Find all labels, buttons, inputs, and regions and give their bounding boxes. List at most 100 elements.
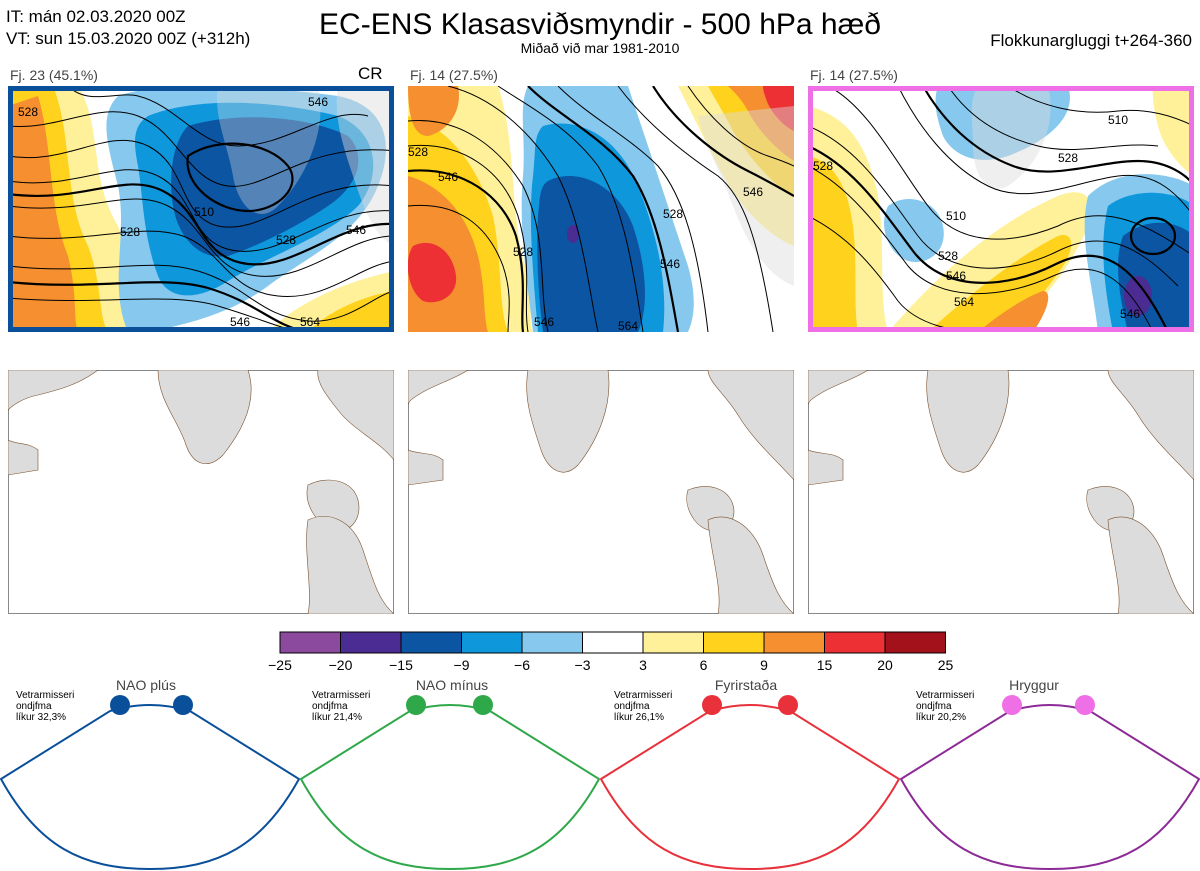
anomaly-red-west (408, 242, 457, 303)
regime-2-marker (473, 695, 493, 715)
colorbar-cell (703, 631, 765, 654)
regime-1-marker (110, 695, 130, 715)
colorbar-tick-label: −9 (454, 657, 470, 673)
regime-ridge: 505 535 560 Hryggur Vetrarmisseri ondjfm… (900, 677, 1200, 870)
regime-2-name: NAO mínus (416, 677, 488, 693)
contour-label: 564 (954, 295, 974, 309)
cluster-3-map: 510 528 510 528 546 564 528 546 (808, 86, 1194, 332)
classification-window: Flokkunargluggi t+264-360 (990, 31, 1192, 50)
contour-label: 528 (813, 159, 833, 173)
contour-label: 546 (743, 185, 763, 199)
cluster-1-map: 528 546 528 510 546 528 546 564 (8, 86, 394, 332)
contour-label: 510 (194, 205, 214, 219)
colorbar-tick-label: −3 (575, 657, 591, 673)
run-info: IT: mán 02.03.2020 00Z VT: sun 15.03.202… (6, 6, 250, 50)
regime-4-marker (1075, 695, 1095, 715)
page-title: EC-ENS Klasasviðsmyndir - 500 hPa hæð (319, 8, 881, 41)
anomaly-strong-positive-band (928, 235, 1072, 332)
colorbar-tick-label: 15 (817, 657, 833, 673)
contour-label: 528 (1058, 151, 1078, 165)
anomaly-orange-west (8, 96, 78, 332)
colorbar-tick-label: −6 (514, 657, 530, 673)
contour-label: 528 (408, 145, 428, 159)
contour-label: 546 (660, 257, 680, 271)
colorbar-cell (884, 631, 946, 654)
cluster-3-frame (808, 86, 1194, 332)
colorbar-cell (340, 631, 402, 654)
regime-3-marker (702, 695, 722, 715)
regime-4-prob: líkur 20,2% (916, 712, 966, 723)
regime-4-season: Vetrarmisseri (916, 690, 974, 701)
colorbar-cell (279, 631, 341, 654)
colorbar-cell (582, 631, 644, 654)
regime-3-kind: ondjfma (614, 701, 650, 712)
colorbar-tick-label: 3 (639, 657, 647, 673)
colorbar-cell (642, 631, 704, 654)
anomaly-orange-nw (408, 86, 459, 136)
contour-label: 528 (663, 207, 683, 221)
regime-2-kind: ondjfma (312, 701, 348, 712)
contour-label: 546 (534, 315, 554, 329)
contour-label: 546 (946, 269, 966, 283)
anomaly-strong-positive-west (808, 156, 858, 332)
colorbar-tick-label: 20 (877, 657, 893, 673)
regime-1-season: Vetrarmisseri (16, 690, 74, 701)
empty-map-1 (8, 370, 394, 614)
cluster-1-frame (8, 86, 394, 332)
anomaly-orange-band (978, 291, 1049, 332)
regime-2-prob: líkur 21,4% (312, 712, 362, 723)
initial-time: IT: mán 02.03.2020 00Z (6, 7, 186, 26)
regime-blocking: 520 550 560 Fyrirstaða Vetrarmisseri ond… (600, 677, 900, 870)
contour-label: 528 (938, 249, 958, 263)
contour-label: 564 (618, 319, 638, 332)
cluster-2-label: Fj. 14 (27.5%) (410, 67, 498, 83)
contour-label: 564 (300, 315, 320, 329)
cluster-3-label: Fj. 14 (27.5%) (810, 67, 898, 83)
colorbar-cell (824, 631, 886, 654)
regime-1-prob: líkur 32,3% (16, 712, 66, 723)
land-greenland (216, 86, 321, 215)
contour-label: 510 (946, 209, 966, 223)
regime-2-marker (406, 695, 426, 715)
contour-label: 528 (276, 233, 296, 247)
contour-label: 546 (346, 223, 366, 237)
regime-4-name: Hryggur (1009, 677, 1059, 693)
contour-label: 546 (1120, 307, 1140, 321)
anomaly-red-east (763, 86, 794, 131)
regime-nao-minus: 525 545 565 NAO mínus Vetrarmisseri ondj… (300, 677, 600, 870)
regime-nao-plus: 510 550 NAO plús Vetrarmisseri ondjfma l… (0, 677, 300, 870)
contour-label: 528 (120, 225, 140, 239)
colorbar-cell (521, 631, 583, 654)
colorbar-cell (461, 631, 523, 654)
colorbar: −25 −20 −15 −9 −6 −3 3 6 9 15 20 25 (268, 631, 953, 673)
regime-3-prob: líkur 26,1% (614, 712, 664, 723)
colorbar-cell (400, 631, 462, 654)
anomaly-positive-ne (1152, 86, 1194, 176)
cluster-2-map: 528 546 528 546 528 546 564 546 (408, 86, 794, 332)
colorbar-tick-label: 9 (760, 657, 768, 673)
regime-3-marker (778, 695, 798, 715)
contour-label: 546 (308, 95, 328, 109)
contour-label: 510 (1108, 113, 1128, 127)
page-subtitle: Miðað við mar 1981-2010 (520, 40, 680, 56)
contour-label: 528 (18, 105, 38, 119)
anomaly-core-negative (171, 117, 359, 257)
cluster-1-label: Fj. 23 (45.1%) (10, 67, 98, 83)
regime-4-marker (1002, 695, 1022, 715)
empty-map-3 (808, 370, 1194, 614)
contour-label: 546 (230, 315, 250, 329)
cluster-1-tag: CR (358, 64, 383, 83)
land-scandinavia (698, 106, 794, 286)
empty-map-2 (408, 370, 794, 614)
regime-1-kind: ondjfma (16, 701, 52, 712)
regime-3-name: Fyrirstaða (715, 677, 777, 693)
regime-1-marker (173, 695, 193, 715)
valid-time: VT: sun 15.03.2020 00Z (+312h) (6, 29, 251, 48)
regime-3-season: Vetrarmisseri (614, 690, 672, 701)
contour-label: 528 (513, 245, 533, 259)
colorbar-cell (763, 631, 825, 654)
land-scandinavia (336, 86, 394, 246)
colorbar-tick-label: −15 (389, 657, 413, 673)
regime-1-name: NAO plús (116, 677, 176, 693)
contour-label: 546 (438, 170, 458, 184)
